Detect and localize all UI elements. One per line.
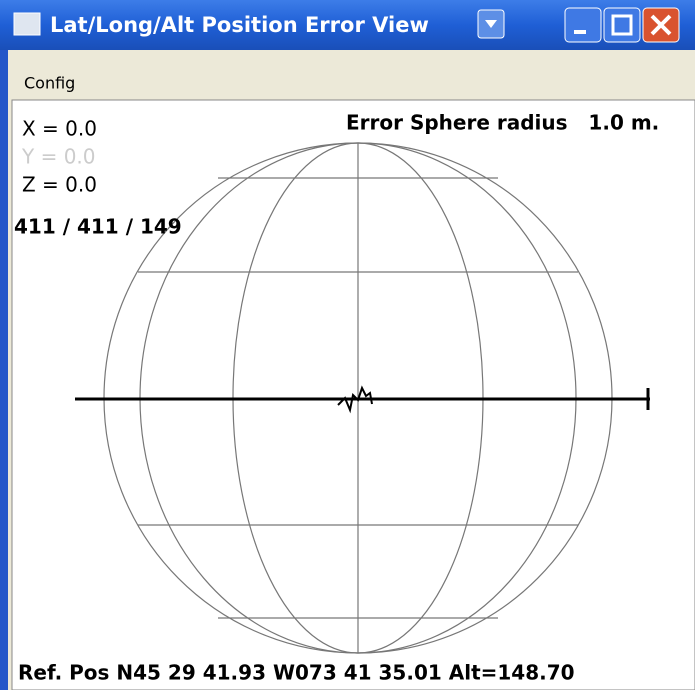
window-title: Lat/Long/Alt Position Error View: [50, 13, 429, 37]
reference-position: Ref. Pos N45 29 41.93 W073 41 35.01 Alt=…: [18, 661, 575, 685]
close-icon: [650, 14, 672, 36]
y-readout: Y = 0.0: [21, 145, 96, 169]
minimize-button[interactable]: [564, 7, 602, 43]
radius-label: Error Sphere radius 1.0 m.: [346, 111, 659, 135]
maximize-button[interactable]: [603, 7, 641, 43]
error-trace: [337, 385, 373, 414]
maximize-icon: [611, 14, 633, 36]
minimize-icon: [574, 30, 586, 34]
count-readout: 411 / 411 / 149: [14, 215, 182, 239]
dropdown-arrow: [485, 20, 497, 28]
z-readout: Z = 0.0: [22, 173, 97, 197]
menu-item[interactable]: Config: [24, 74, 75, 93]
app-icon: [13, 12, 41, 36]
x-readout: X = 0.0: [22, 117, 97, 141]
